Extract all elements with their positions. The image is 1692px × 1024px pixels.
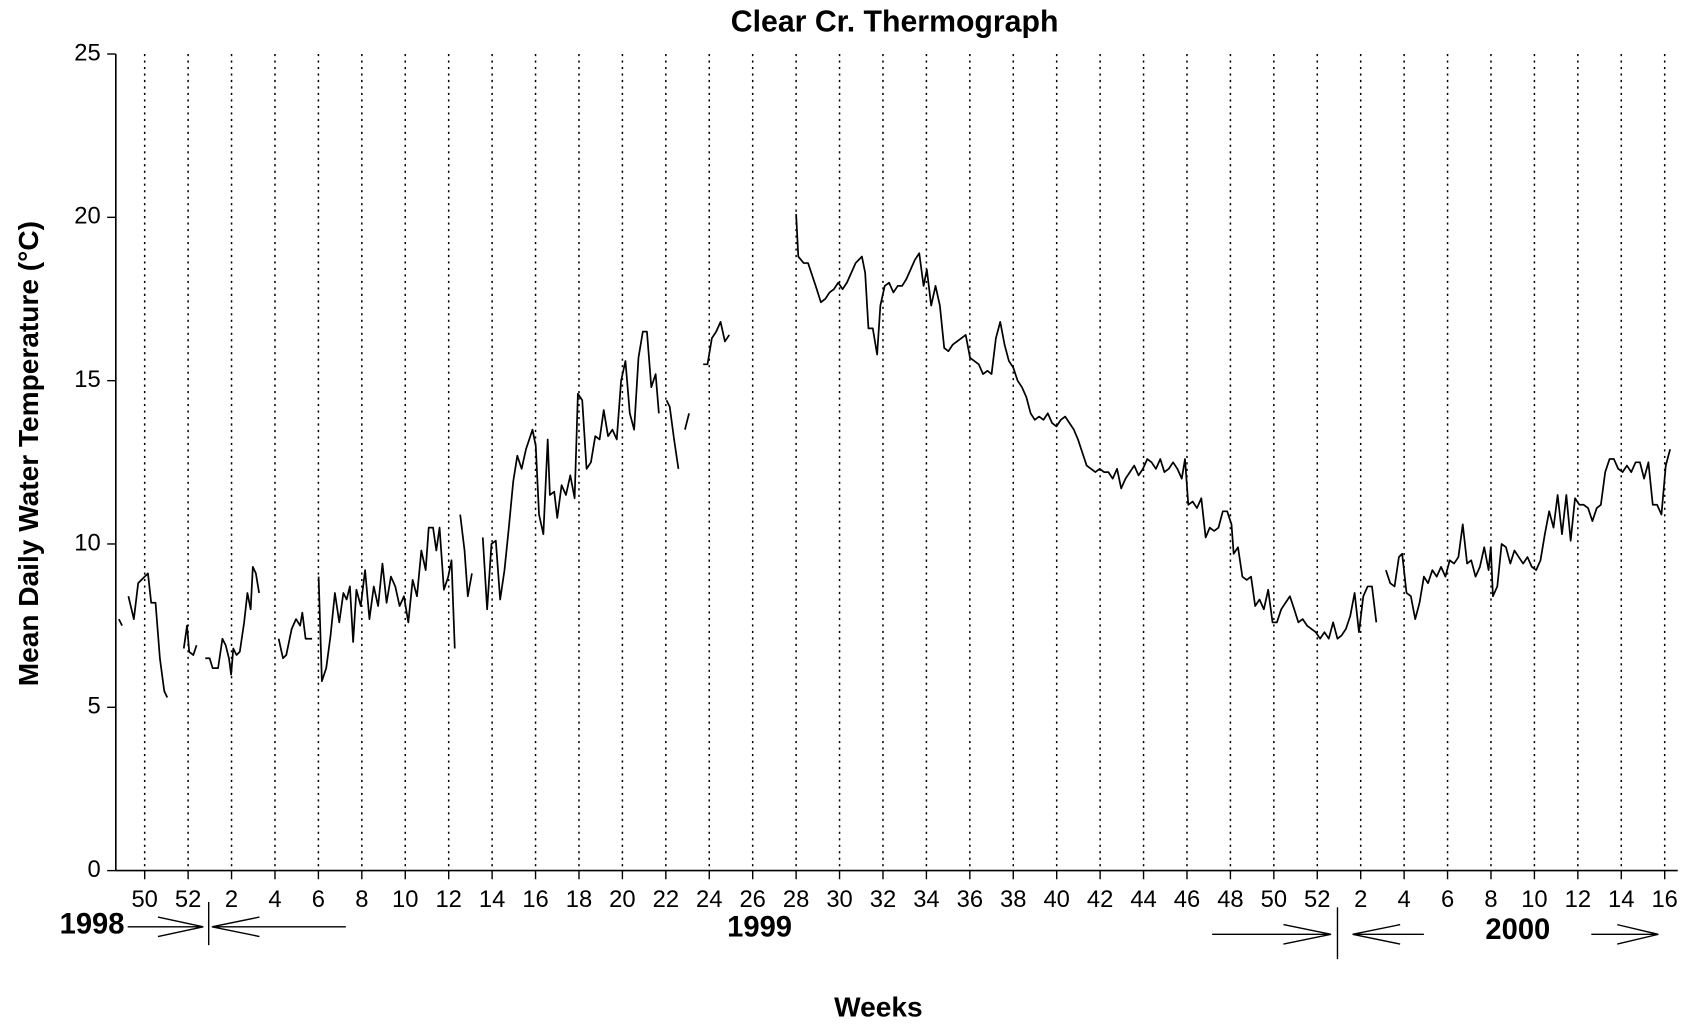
year-label: 1998 (60, 908, 125, 940)
x-tick-label: 14 (479, 886, 505, 913)
x-tick-label: 4 (268, 886, 281, 913)
y-tick-label: 5 (87, 693, 100, 720)
year-label: 1999 (727, 912, 792, 944)
y-tick-label: 20 (74, 203, 100, 230)
arrow (1212, 923, 1332, 945)
x-tick-label: 50 (1261, 886, 1287, 913)
x-tick-label: 22 (653, 886, 679, 913)
x-tick-label: 34 (913, 886, 939, 913)
x-tick-label: 14 (1608, 886, 1634, 913)
x-tick-label: 4 (1398, 886, 1411, 913)
x-tick-label: 6 (1441, 886, 1454, 913)
arrow (211, 916, 346, 938)
x-tick-label: 24 (696, 886, 722, 913)
data-line (118, 214, 1671, 698)
x-tick-label: 16 (1651, 886, 1677, 913)
x-tick-label: 26 (739, 886, 765, 913)
x-tick-label: 18 (566, 886, 592, 913)
x-tick-label: 28 (783, 886, 809, 913)
x-tick-label: 16 (522, 886, 548, 913)
x-tick-label: 30 (826, 886, 852, 913)
year-label: 2000 (1485, 914, 1550, 946)
y-tick-label: 0 (87, 856, 100, 883)
x-tick-label: 32 (870, 886, 896, 913)
x-tick-label: 52 (1304, 886, 1330, 913)
arrow (1352, 923, 1424, 945)
x-tick-label: 40 (1043, 886, 1069, 913)
x-tick-label: 12 (1565, 886, 1591, 913)
arrow (1591, 923, 1659, 945)
x-tick-label: 50 (131, 886, 157, 913)
x-tick-label: 52 (175, 886, 201, 913)
x-tick-label: 48 (1217, 886, 1243, 913)
year-arrows (127, 901, 1659, 960)
x-axis-title: Weeks (834, 991, 922, 1022)
y-axis-title: Mean Daily Water Temperature (°C) (13, 221, 44, 686)
x-tick-label: 2 (1354, 886, 1367, 913)
x-tick-label: 20 (609, 886, 635, 913)
chart-title: Clear Cr. Thermograph (731, 6, 1059, 39)
x-tick-label: 38 (1000, 886, 1026, 913)
arrow (127, 916, 204, 938)
x-tick-label: 6 (312, 886, 325, 913)
x-tick-label: 10 (1521, 886, 1547, 913)
x-tick-label: 2 (225, 886, 238, 913)
x-tick-label: 42 (1087, 886, 1113, 913)
x-tick-label: 10 (392, 886, 418, 913)
y-tick-label: 25 (74, 39, 100, 66)
x-tick-label: 44 (1130, 886, 1156, 913)
x-tick-label: 8 (1484, 886, 1497, 913)
x-tick-label: 12 (435, 886, 461, 913)
y-tick-label: 10 (74, 529, 100, 556)
x-tick-label: 8 (355, 886, 368, 913)
y-tick-label: 15 (74, 366, 100, 393)
x-tick-label: 46 (1174, 886, 1200, 913)
x-tick-label: 36 (957, 886, 983, 913)
